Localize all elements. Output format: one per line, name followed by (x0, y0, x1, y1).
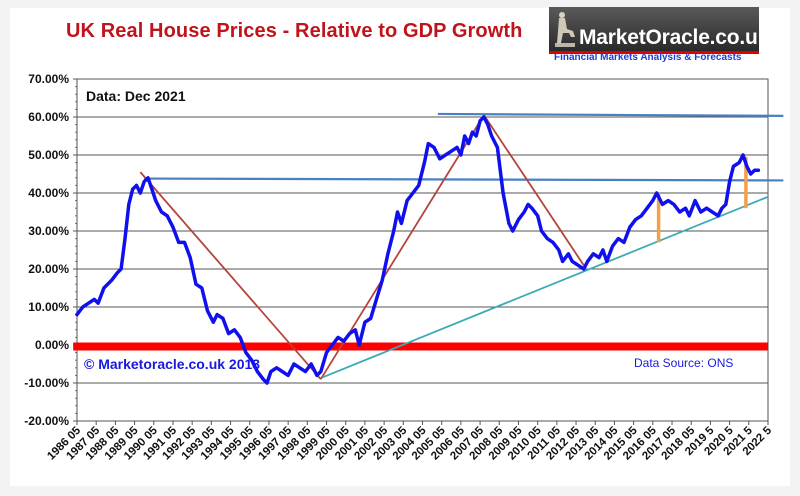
y-axis: 70.00% 60.00% 50.00% 40.00% 30.00% 20.00% 10.0… (24, 72, 77, 428)
y-tick-label: 20.00% (28, 262, 69, 276)
copyright-note: © Marketoracle.co.uk 2013 (84, 356, 260, 372)
y-tick-label: 60.00% (28, 110, 69, 124)
lower-horizontal-resistance (144, 177, 784, 182)
y-tick-label: 70.00% (28, 72, 69, 86)
chart-title: UK Real House Prices - Relative to GDP G… (66, 20, 523, 42)
upper-horizontal-resistance (437, 112, 784, 117)
downtrend-2007-2012 (483, 114, 585, 266)
y-tick-label: 40.00% (28, 186, 69, 200)
y-tick-label: 10.00% (28, 300, 69, 314)
logo-tagline: Financial Markets Analysis & Forecasts (554, 52, 742, 63)
logo-text: MarketOracle.co.uk (579, 26, 770, 49)
reference-lines (73, 112, 784, 380)
y-tick-label: -10.00% (24, 376, 69, 390)
series-line-house-prices (75, 115, 761, 385)
y-tick-label: 30.00% (28, 224, 69, 238)
downtrend-1989-1999 (139, 171, 322, 380)
plot-frame (76, 78, 769, 422)
series-group (75, 115, 761, 385)
statue-figure-icon (555, 12, 575, 47)
y-tick-label: 0.00% (35, 338, 69, 352)
data-date-note: Data: Dec 2021 (86, 88, 186, 104)
long-term-support (322, 195, 769, 379)
y-tick-label: -20.00% (24, 414, 69, 428)
y-tick-label: 50.00% (28, 148, 69, 162)
chart-card (10, 8, 790, 486)
data-source-note: Data Source: ONS (634, 356, 733, 370)
marketoracle-logo[interactable]: MarketOracle.co.uk (549, 7, 769, 54)
